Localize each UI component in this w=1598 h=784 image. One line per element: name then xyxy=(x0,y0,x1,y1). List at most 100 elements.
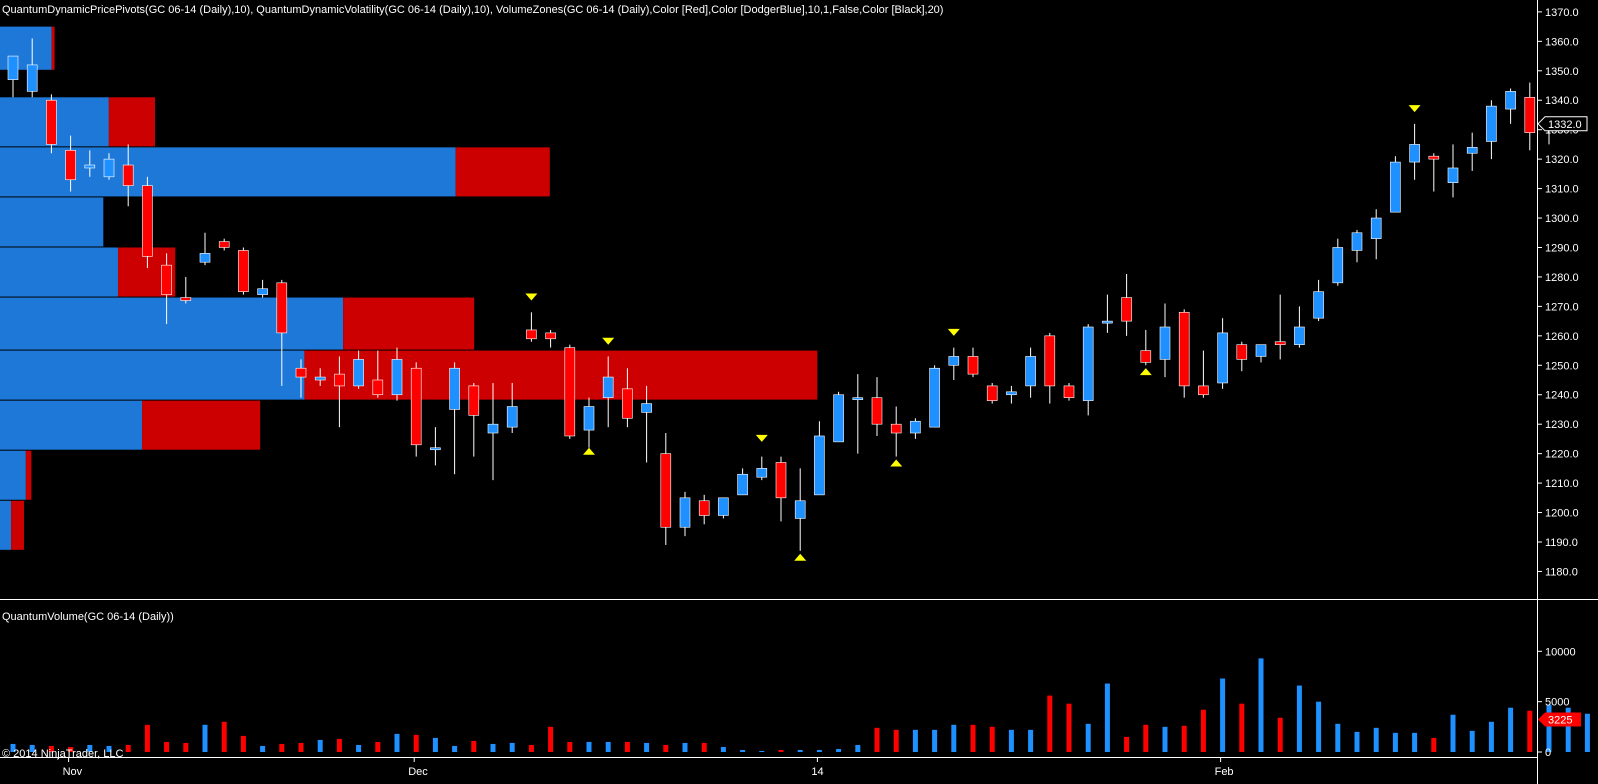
volume-zone-buy xyxy=(0,297,344,350)
pivot-high-marker xyxy=(755,434,768,442)
volume-bar xyxy=(260,745,266,752)
volume-bar xyxy=(202,724,208,752)
volume-zone-buy xyxy=(0,450,26,500)
volume-bar xyxy=(1450,714,1456,752)
candle-up xyxy=(1294,326,1305,345)
volume-zone-sell xyxy=(455,147,550,197)
volume-bar xyxy=(48,745,54,752)
candle-up xyxy=(1217,332,1228,384)
volume-bar xyxy=(1008,729,1014,752)
candle-down xyxy=(410,367,422,446)
candle-up xyxy=(718,497,729,516)
volume-zone-buy xyxy=(0,350,305,400)
volume-bar xyxy=(1335,723,1341,752)
candle-down xyxy=(46,99,57,145)
candle-up xyxy=(1351,232,1363,251)
candle-up xyxy=(1447,167,1459,184)
pivot-low-marker xyxy=(890,459,903,467)
volume-bar xyxy=(720,746,726,752)
volume-bar xyxy=(1104,683,1110,752)
volume-bar xyxy=(836,748,842,752)
candle-up xyxy=(948,356,960,366)
volume-bar xyxy=(509,742,515,752)
volume-bar xyxy=(144,724,150,752)
volume-bar xyxy=(452,745,458,752)
volume-bar xyxy=(1239,703,1245,752)
volume-bar xyxy=(298,742,304,752)
price-tick-label: 1350.0 xyxy=(1545,66,1579,78)
candle-down xyxy=(660,453,672,528)
volume-zone-sell xyxy=(343,297,475,350)
candle-up xyxy=(1082,326,1094,401)
volume-bar xyxy=(1181,725,1187,752)
volume-bar xyxy=(528,744,534,752)
candle-up xyxy=(103,158,115,178)
pivot-low-marker xyxy=(1139,368,1152,376)
volume-zone-buy xyxy=(0,500,12,550)
candlesticks xyxy=(7,38,1555,551)
chart-title: QuantumDynamicPricePivots(GC 06-14 (Dail… xyxy=(2,4,943,16)
candle-down xyxy=(238,250,249,292)
volume-bar xyxy=(1527,710,1533,752)
candle-up xyxy=(1466,147,1478,154)
last-volume-label: 3225 xyxy=(1548,715,1572,727)
candle-down xyxy=(622,388,633,419)
volume-bar xyxy=(432,737,438,752)
candle-down xyxy=(468,385,480,416)
volume-bar xyxy=(759,750,765,752)
volume-bar xyxy=(1373,727,1379,752)
price-tick-label: 1220.0 xyxy=(1545,449,1579,461)
candle-up xyxy=(929,367,940,428)
volume-zone-buy xyxy=(0,147,456,197)
volume-bars xyxy=(10,658,1590,752)
volume-bar xyxy=(1584,713,1590,752)
candle-up xyxy=(391,359,403,396)
volume-bar xyxy=(317,739,323,752)
price-tick-label: 1180.0 xyxy=(1545,566,1578,578)
volume-bar xyxy=(932,729,938,752)
x-tick-label: Dec xyxy=(408,766,428,778)
candle-up xyxy=(1025,356,1036,387)
volume-bar xyxy=(778,749,784,752)
candle-down xyxy=(890,423,902,434)
candle-up xyxy=(1486,105,1497,142)
candle-up xyxy=(1409,144,1420,163)
volume-bar xyxy=(356,744,362,752)
volume-bar xyxy=(1085,723,1091,752)
price-tick-label: 1300.0 xyxy=(1545,213,1579,225)
candle-up xyxy=(487,423,499,434)
candle-down xyxy=(1198,385,1209,396)
candle-down xyxy=(1121,297,1132,322)
candle-up xyxy=(1006,391,1017,396)
candle-down xyxy=(1524,96,1536,133)
candle-up xyxy=(756,468,768,478)
volume-zone-buy xyxy=(0,247,119,297)
candle-up xyxy=(833,394,844,443)
volume-zone-buy xyxy=(0,197,104,247)
volume-tick-label: 5000 xyxy=(1545,697,1569,709)
candle-up xyxy=(1332,247,1344,284)
candle-down xyxy=(1274,341,1286,345)
volume-bar xyxy=(164,741,170,752)
candle-up xyxy=(1505,91,1516,110)
volume-bar xyxy=(1296,685,1302,752)
volume-bar xyxy=(874,727,880,752)
candle-down xyxy=(1140,350,1152,363)
last-price-label: 1332.0 xyxy=(1548,119,1582,131)
volume-bar xyxy=(605,741,611,752)
volume-bar xyxy=(701,742,707,752)
candle-up xyxy=(314,376,326,381)
candle-up xyxy=(1159,326,1171,360)
volume-bar xyxy=(490,743,496,752)
volume-bar xyxy=(567,741,573,752)
candle-up xyxy=(602,376,614,398)
volume-bar xyxy=(663,744,669,752)
volume-bar xyxy=(375,741,381,752)
candle-down xyxy=(1044,335,1056,387)
price-tick-label: 1190.0 xyxy=(1545,537,1578,549)
volume-zones xyxy=(0,26,818,550)
volume-bar xyxy=(183,742,189,752)
price-tick-label: 1270.0 xyxy=(1545,301,1579,313)
x-tick-label: 14 xyxy=(811,766,823,778)
